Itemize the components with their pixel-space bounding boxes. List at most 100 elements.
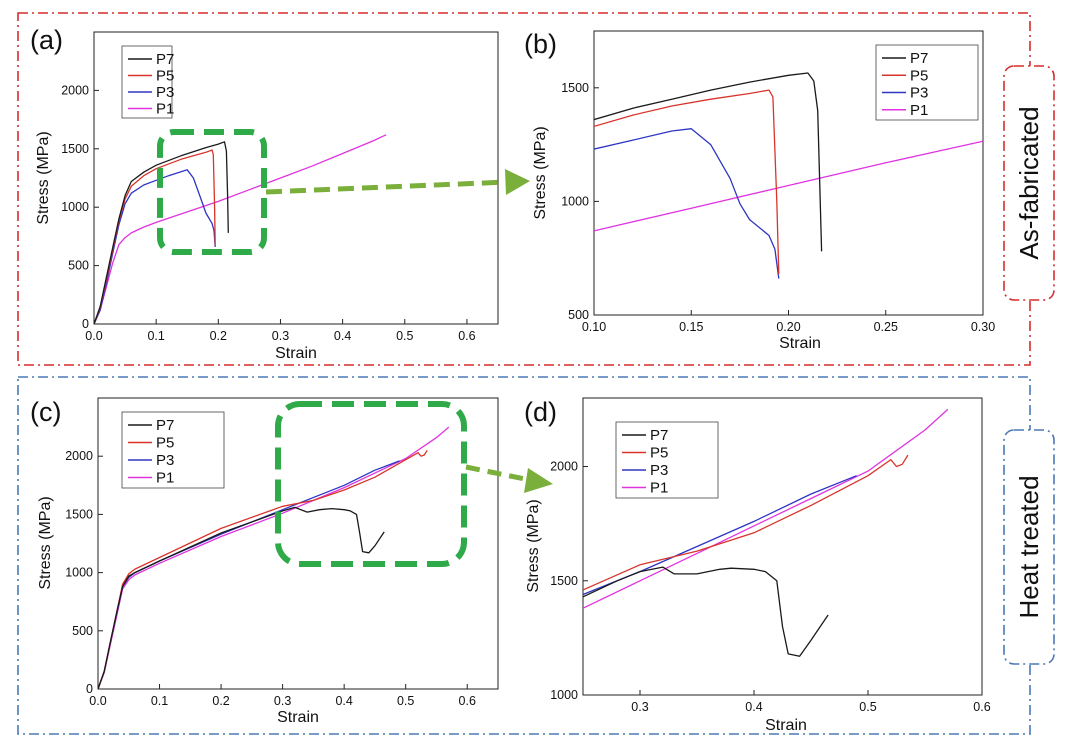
x-tick-label: 0.1 — [151, 694, 168, 708]
series-line-p3 — [594, 128, 780, 279]
legend-label-p1: P1 — [156, 470, 174, 487]
x-tick-label: 0.25 — [874, 320, 898, 334]
heat-treated-label-box — [1003, 429, 1055, 665]
panel-label-b: (b) — [524, 29, 557, 59]
legend-label-p1: P1 — [156, 101, 174, 118]
y-tick-label: 1500 — [61, 142, 89, 156]
legend-box — [121, 45, 173, 119]
series-group — [583, 408, 949, 657]
heat-treated-frame — [17, 376, 1031, 735]
series-line-p3 — [98, 460, 400, 689]
as-fabricated-label-box — [1003, 65, 1055, 301]
panel-label-a: (a) — [30, 25, 63, 55]
series-line-p5 — [94, 149, 216, 324]
x-tick-label: 0.5 — [396, 329, 413, 343]
plot-area-a — [93, 31, 499, 325]
x-tick-label: 0.20 — [776, 320, 800, 334]
legend-label-p5: P5 — [910, 67, 928, 84]
y-tick-label: 2000 — [65, 449, 93, 463]
y-tick-label: 500 — [72, 624, 93, 638]
zoom-arrow-a-shaft — [265, 179, 509, 195]
x-tick-label: 0.3 — [274, 694, 291, 708]
legend-label-p7: P7 — [910, 50, 928, 67]
legend-label-p1: P1 — [650, 480, 668, 497]
legend-label-p7: P7 — [156, 51, 174, 68]
x-tick-label: 0.3 — [631, 700, 648, 714]
series-line-p7 — [98, 506, 385, 689]
y-tick-label: 0 — [86, 682, 93, 696]
y-axis-label: Stress (MPa) — [532, 126, 549, 219]
x-tick-label: 0.4 — [335, 694, 352, 708]
y-tick-label: 1000 — [65, 566, 93, 580]
y-axis-label: Stress (MPa) — [35, 131, 52, 224]
series-line-p7 — [94, 141, 229, 324]
zoom-arrow-a-head — [505, 169, 530, 195]
series-line-p1 — [583, 408, 949, 609]
legend-label-p1: P1 — [910, 102, 928, 119]
panel-label-c: (c) — [30, 397, 61, 427]
y-tick-label: 500 — [68, 259, 89, 273]
x-tick-label: 0.5 — [397, 694, 414, 708]
x-tick-label: 0.0 — [89, 694, 106, 708]
series-group — [98, 426, 450, 689]
zoom-arrow-c-head — [524, 468, 553, 493]
legend-label-p3: P3 — [910, 85, 928, 102]
x-axis-label: Strain — [275, 345, 317, 362]
zoom-box-a — [157, 129, 267, 255]
x-tick-label: 0.2 — [210, 329, 227, 343]
panel-d: (d) 0.3 0.4 0.5 0.6 1000 1500 2000 Strain Stress … — [524, 397, 991, 734]
legend-label-p7: P7 — [650, 427, 668, 444]
x-axis-label: Strain — [765, 717, 807, 734]
x-tick-label: 0.15 — [679, 320, 703, 334]
series-line-p3 — [94, 169, 216, 324]
x-tick-label: 0.10 — [582, 320, 606, 334]
panel-label-d: (d) — [524, 397, 557, 427]
zoom-box-c — [275, 401, 467, 567]
panel-b: (b) 0.10 0.15 0.20 0.25 0.30 500 1000 1500 Strain… — [524, 29, 995, 352]
series-line-p7 — [583, 566, 829, 657]
zoom-arrow-c-shaft — [465, 464, 531, 483]
plot-area-d — [582, 397, 983, 696]
y-tick-label: 2000 — [550, 460, 578, 474]
panel-c: (c) 0.0 0.1 0.2 0.3 0.4 0.5 0.6 0 500 1000 1500 2000… — [30, 397, 499, 726]
y-tick-label: 500 — [568, 308, 589, 322]
series-line-p5 — [594, 89, 780, 275]
legend-label-p7: P7 — [156, 417, 174, 434]
panel-a: (a) 0.0 0.1 0.2 0.3 0.4 0.5 0.6 0 500 1000 1500 2000… — [30, 25, 499, 362]
plot-area-c — [97, 397, 499, 690]
y-tick-label: 1000 — [550, 688, 578, 702]
x-tick-label: 0.1 — [147, 329, 164, 343]
legend-label-p5: P5 — [156, 68, 174, 85]
x-tick-label: 0.6 — [458, 329, 475, 343]
heat-treated-label: Heat treated — [1014, 475, 1044, 618]
y-tick-label: 2000 — [61, 83, 89, 97]
x-tick-label: 0.4 — [334, 329, 351, 343]
x-tick-label: 0.6 — [973, 700, 990, 714]
y-tick-label: 1500 — [550, 574, 578, 588]
x-tick-label: 0.30 — [971, 320, 995, 334]
y-tick-label: 1000 — [61, 200, 89, 214]
x-tick-label: 0.0 — [85, 329, 102, 343]
legend-label-p3: P3 — [156, 452, 174, 469]
legend-label-p5: P5 — [156, 435, 174, 452]
legend-label-p3: P3 — [156, 84, 174, 101]
legend-label-p3: P3 — [650, 462, 668, 479]
series-line-p1 — [594, 140, 983, 232]
x-tick-label: 0.5 — [859, 700, 876, 714]
y-axis-label: Stress (MPa) — [525, 499, 542, 592]
x-tick-label: 0.3 — [272, 329, 289, 343]
as-fabricated-label: As-fabricated — [1014, 106, 1044, 259]
legend-label-p5: P5 — [650, 445, 668, 462]
x-tick-label: 0.4 — [745, 700, 762, 714]
series-line-p1 — [94, 134, 387, 324]
series-group — [594, 72, 983, 279]
x-tick-label: 0.2 — [212, 694, 229, 708]
series-line-p5 — [583, 454, 909, 591]
series-group — [94, 134, 387, 324]
y-tick-label: 0 — [82, 317, 89, 331]
x-tick-label: 0.6 — [459, 694, 476, 708]
y-tick-label: 1500 — [65, 507, 93, 521]
x-axis-label: Strain — [779, 335, 821, 352]
x-axis-label: Strain — [277, 709, 319, 726]
